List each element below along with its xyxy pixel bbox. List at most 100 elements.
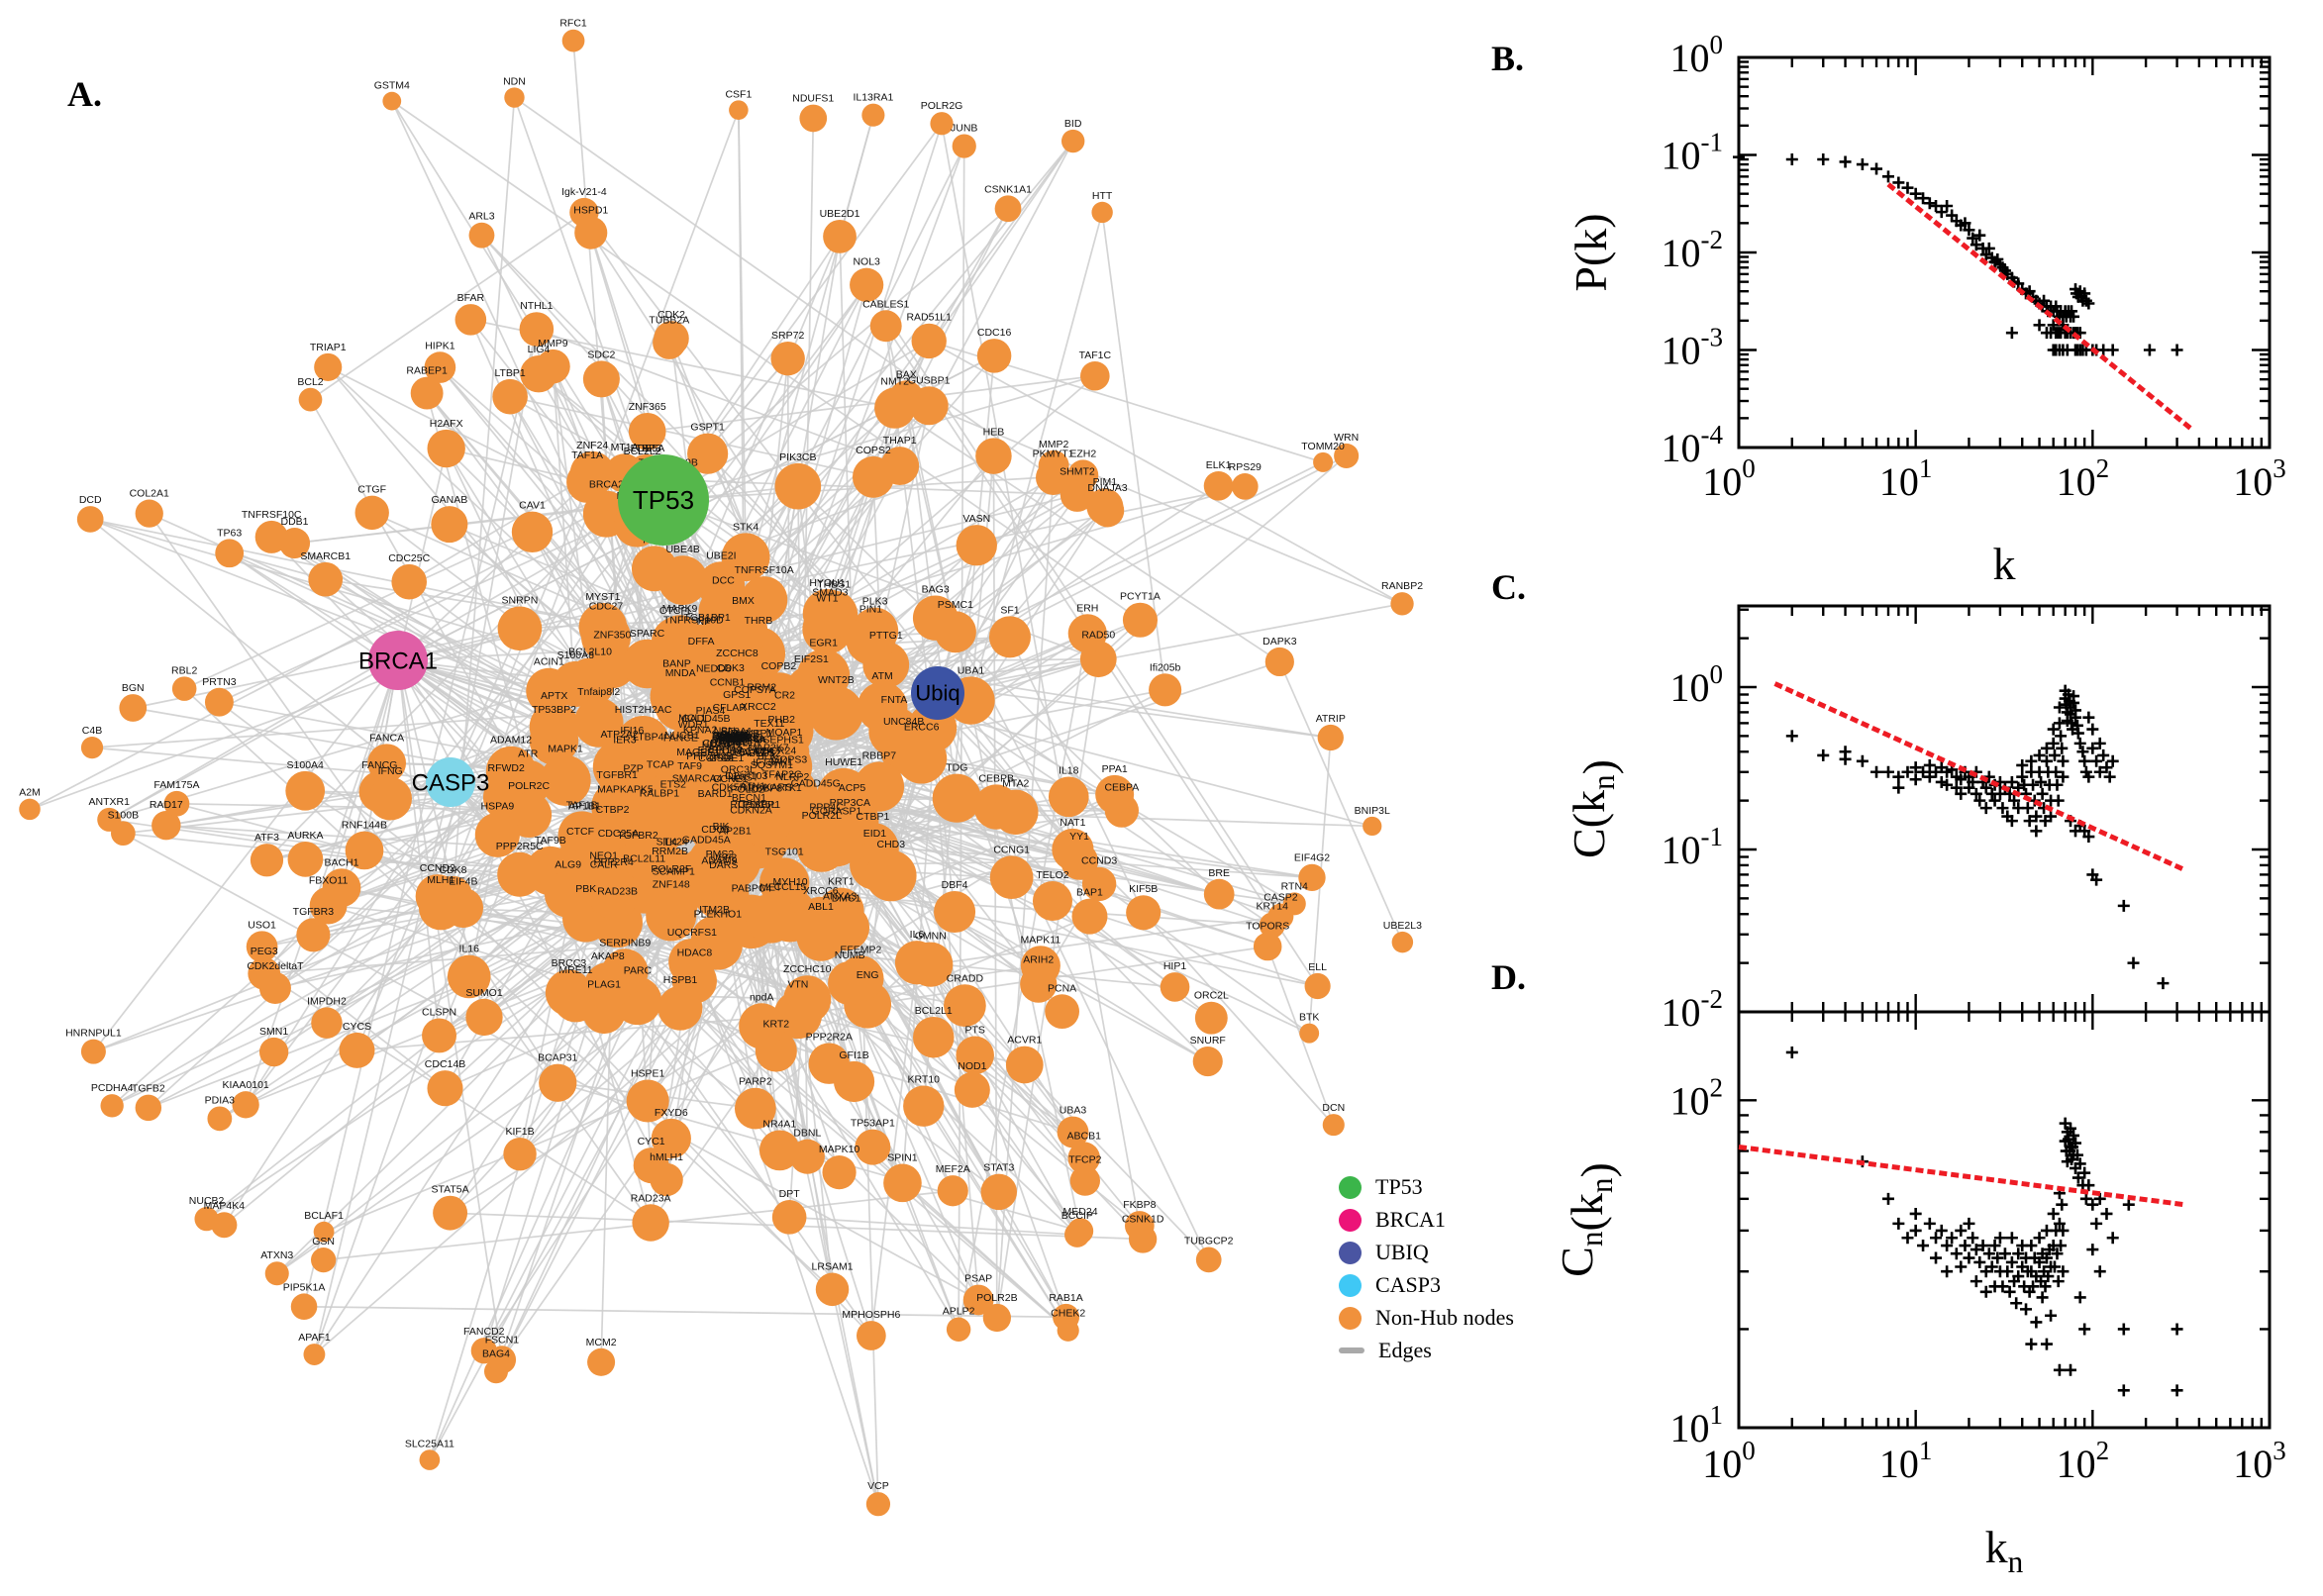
scatter-point xyxy=(1901,1232,1914,1245)
scatter-point xyxy=(2065,1363,2077,1376)
network-edge xyxy=(513,96,1078,496)
network-edge xyxy=(304,1305,1066,1319)
network-edge xyxy=(969,455,995,701)
network-node xyxy=(287,842,324,877)
legend-item-edges: Edges xyxy=(1339,1338,1514,1363)
network-panel: TP53BP1TP53BP2TP53AP1TP63CDKN2ACDK2CDK3C… xyxy=(19,18,1423,1517)
network-edge xyxy=(305,544,977,860)
scatter-point xyxy=(1959,1240,1971,1252)
tick-label: 100 xyxy=(1702,453,1756,504)
network-edge xyxy=(789,1216,1077,1236)
network-edge xyxy=(397,659,441,1037)
tick-label: 10-2 xyxy=(1662,984,1724,1035)
network-edge xyxy=(218,701,841,1173)
scatter-point xyxy=(1967,1232,1979,1245)
network-node xyxy=(976,339,1012,373)
tick-label: 100 xyxy=(1702,1436,1756,1486)
network-edge xyxy=(928,405,1403,605)
scatter-point xyxy=(1950,1247,1963,1260)
scatter-point xyxy=(2045,1309,2058,1322)
network-edge xyxy=(397,448,448,661)
scatter-point xyxy=(2086,1244,2099,1256)
network-node xyxy=(566,460,609,503)
scatter-point xyxy=(2171,1323,2183,1336)
network-node xyxy=(989,855,1034,900)
scatter-point xyxy=(2035,775,2048,788)
network-node xyxy=(799,104,828,133)
network-edge xyxy=(397,659,503,1360)
scatter-point xyxy=(1817,748,1830,761)
scatter-point xyxy=(2117,1384,2130,1397)
axis-title: C(kn) xyxy=(1564,759,1624,858)
scatter-point xyxy=(2033,319,2046,332)
tick-label: 10-3 xyxy=(1662,323,1724,373)
network-edge xyxy=(229,552,399,661)
network-node xyxy=(1203,470,1234,501)
tp53-dot-icon xyxy=(1339,1175,1362,1199)
scatter-point xyxy=(2106,1232,2119,1245)
scatter-point xyxy=(2127,956,2140,969)
scatter-point xyxy=(2073,737,2086,749)
scatter-point xyxy=(1930,1232,1943,1245)
network-edge xyxy=(1101,212,1166,690)
scatter-point xyxy=(1923,1217,1936,1230)
tick-label: 102 xyxy=(1670,1072,1724,1123)
scatter-point xyxy=(2122,1198,2135,1211)
network-node xyxy=(1282,892,1306,916)
scatter-point xyxy=(1941,1265,1954,1278)
network-node xyxy=(474,812,520,857)
network-node xyxy=(944,984,986,1028)
scatter-point xyxy=(1733,150,1745,163)
tick-label: 101 xyxy=(1879,453,1933,504)
scatter-point xyxy=(1909,1224,1922,1237)
scatter-point xyxy=(1909,773,1922,786)
network-node xyxy=(1194,1001,1228,1035)
fit-line xyxy=(1886,182,2195,433)
network-node xyxy=(587,1347,616,1376)
casp3-dot-icon xyxy=(1339,1273,1362,1297)
scatter-point xyxy=(2005,327,2018,340)
scatter-point xyxy=(1856,158,1868,171)
scatter-point xyxy=(2033,748,2046,761)
scatter-point xyxy=(1892,781,1905,794)
network-node xyxy=(980,1173,1018,1211)
network-edge xyxy=(937,692,1040,985)
network-node xyxy=(994,195,1022,223)
network-node xyxy=(1264,647,1294,677)
network-edge xyxy=(928,340,1403,605)
network-legend: TP53 BRCA1 UBIQ CASP3 Non-Hub nodes Edge… xyxy=(1339,1174,1514,1363)
network-edge xyxy=(310,211,585,401)
scatter-point xyxy=(2005,1232,2018,1245)
axis-title: kn xyxy=(1985,1522,2024,1579)
scatter-point xyxy=(1870,162,1883,175)
network-node xyxy=(254,520,288,553)
network-nodes xyxy=(19,29,1414,1517)
scatter-point xyxy=(1785,153,1798,166)
tick-label: 102 xyxy=(2057,453,2110,504)
scatter-point xyxy=(2021,802,2034,815)
network-node xyxy=(1091,201,1113,224)
tick-label: 100 xyxy=(1670,659,1724,710)
network-node xyxy=(1071,898,1108,935)
network-node xyxy=(721,533,770,582)
network-node xyxy=(865,1492,891,1517)
scatter-point xyxy=(1839,752,1852,765)
scatter-point xyxy=(2073,1291,2086,1304)
scatter-point xyxy=(2057,754,2070,767)
scatter-point xyxy=(1979,802,1992,815)
scatter-point xyxy=(2097,748,2110,761)
tick-label: 10-1 xyxy=(1662,128,1724,178)
network-node xyxy=(758,1130,800,1171)
network-node xyxy=(539,1063,577,1102)
network-node xyxy=(633,1147,669,1184)
scatter-point xyxy=(2143,344,2156,356)
network-node xyxy=(988,616,1031,658)
network-node xyxy=(1057,1116,1089,1148)
tick-label: 10-1 xyxy=(1662,822,1724,872)
network-node xyxy=(952,134,976,158)
tick-label: 100 xyxy=(1670,30,1724,80)
network-edge xyxy=(397,659,667,1180)
scatter-point xyxy=(2078,754,2091,767)
fit-line xyxy=(1738,1144,2185,1208)
